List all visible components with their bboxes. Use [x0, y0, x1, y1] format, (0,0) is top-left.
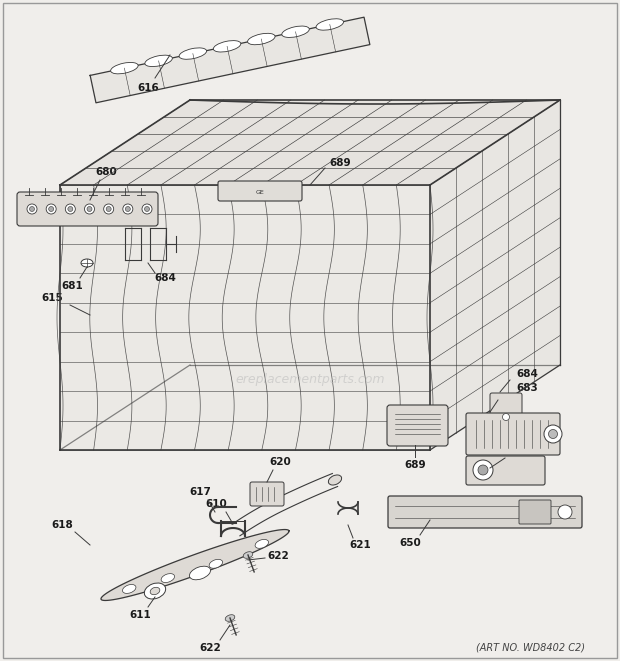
Text: 682: 682: [516, 447, 538, 457]
FancyBboxPatch shape: [466, 413, 560, 455]
Text: 680: 680: [95, 167, 117, 177]
FancyBboxPatch shape: [490, 393, 522, 429]
Text: 684: 684: [154, 273, 176, 283]
Polygon shape: [60, 185, 430, 450]
Text: 615: 615: [41, 293, 63, 303]
Text: 618: 618: [51, 520, 73, 530]
Ellipse shape: [473, 460, 493, 480]
Ellipse shape: [84, 204, 94, 214]
Text: 610: 610: [205, 499, 227, 509]
Ellipse shape: [106, 206, 111, 212]
Ellipse shape: [87, 206, 92, 212]
Ellipse shape: [316, 19, 343, 30]
Ellipse shape: [225, 615, 235, 621]
FancyBboxPatch shape: [218, 181, 302, 201]
Ellipse shape: [144, 583, 166, 599]
Text: 683: 683: [516, 383, 538, 393]
Text: 617: 617: [189, 487, 211, 497]
Text: 650: 650: [399, 538, 421, 548]
Ellipse shape: [48, 206, 54, 212]
Ellipse shape: [247, 33, 275, 45]
FancyBboxPatch shape: [466, 456, 545, 485]
Text: 622: 622: [267, 551, 289, 561]
Ellipse shape: [209, 559, 223, 568]
Ellipse shape: [81, 259, 93, 267]
Ellipse shape: [123, 204, 133, 214]
Ellipse shape: [502, 414, 510, 420]
FancyBboxPatch shape: [519, 500, 551, 524]
Ellipse shape: [27, 204, 37, 214]
Ellipse shape: [144, 206, 149, 212]
Polygon shape: [430, 100, 560, 450]
Text: GE: GE: [255, 190, 264, 194]
Text: 621: 621: [349, 540, 371, 550]
Ellipse shape: [104, 204, 113, 214]
Polygon shape: [60, 100, 560, 185]
Ellipse shape: [125, 206, 130, 212]
Ellipse shape: [142, 204, 152, 214]
Ellipse shape: [478, 465, 488, 475]
Ellipse shape: [145, 55, 172, 67]
Text: 684: 684: [516, 369, 538, 379]
Text: 689: 689: [404, 460, 426, 470]
Ellipse shape: [65, 204, 76, 214]
Text: 689: 689: [329, 158, 351, 168]
Text: ereplacementparts.com: ereplacementparts.com: [235, 373, 385, 387]
Ellipse shape: [30, 206, 35, 212]
Ellipse shape: [329, 475, 342, 485]
Polygon shape: [90, 17, 370, 103]
Ellipse shape: [150, 587, 160, 595]
Polygon shape: [101, 529, 289, 600]
Ellipse shape: [68, 206, 73, 212]
Text: 611: 611: [129, 610, 151, 620]
Text: 681: 681: [61, 281, 83, 291]
Ellipse shape: [549, 430, 557, 438]
Text: 620: 620: [269, 457, 291, 467]
Ellipse shape: [544, 425, 562, 443]
Text: 622: 622: [199, 643, 221, 653]
Ellipse shape: [213, 40, 241, 52]
Ellipse shape: [110, 62, 138, 74]
FancyBboxPatch shape: [387, 405, 448, 446]
Ellipse shape: [179, 48, 206, 59]
Text: (ART NO. WD8402 C2): (ART NO. WD8402 C2): [476, 643, 585, 653]
Ellipse shape: [282, 26, 309, 38]
FancyBboxPatch shape: [250, 482, 284, 506]
Ellipse shape: [190, 566, 211, 580]
FancyBboxPatch shape: [17, 192, 158, 226]
Ellipse shape: [255, 539, 268, 549]
Ellipse shape: [123, 584, 136, 594]
FancyBboxPatch shape: [388, 496, 582, 528]
Ellipse shape: [558, 505, 572, 519]
Ellipse shape: [243, 552, 253, 559]
Ellipse shape: [46, 204, 56, 214]
Ellipse shape: [161, 574, 175, 582]
Text: 616: 616: [137, 83, 159, 93]
